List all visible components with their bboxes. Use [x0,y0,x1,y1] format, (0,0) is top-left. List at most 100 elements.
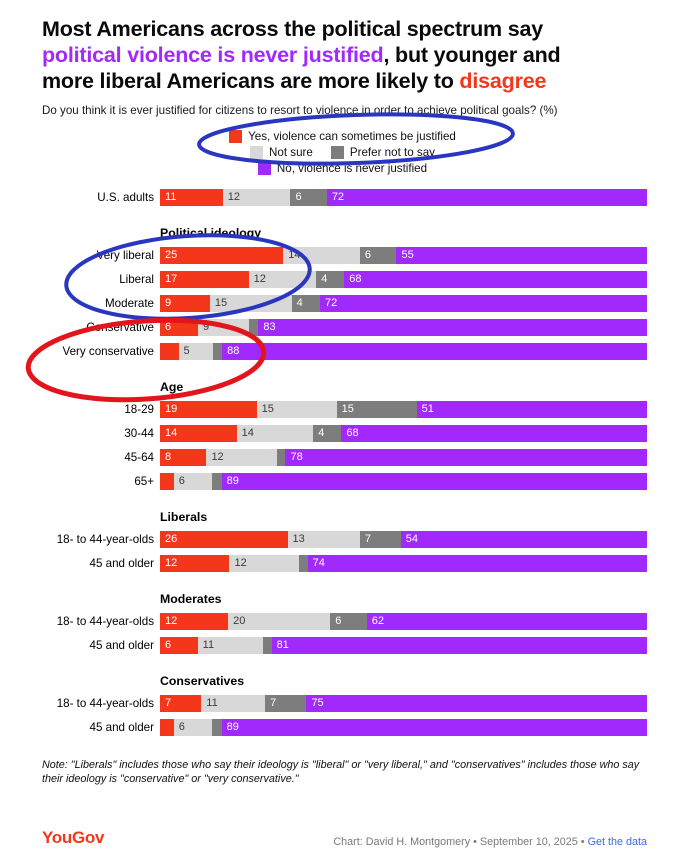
get-the-data-link[interactable]: Get the data [587,836,647,848]
stacked-bar: 12 12 74 [160,554,647,572]
bar-segment-prefer-not-to-say: 4 [316,270,345,288]
segment-value-label: 68 [349,272,362,285]
bar-segment-prefer-not-to-say: 6 [290,188,327,206]
row-label: Very conservative [62,344,154,358]
segment-value-label: 12 [227,190,240,203]
segment-value-label: 12 [211,450,224,463]
chart-section: U.S. adults 11 12 6 72 [0,188,647,206]
segment-value-label: 4 [321,272,328,285]
segment-value-label: 25 [165,248,178,261]
legend-item-yes: Yes, violence can sometimes be justified [229,129,456,143]
segment-value-label: 6 [178,474,185,487]
bar-segment-never-justified: 68 [341,424,647,442]
bar-segment-yes: 26 [160,530,288,548]
legend-label-yes: Yes, violence can sometimes be justified [248,129,456,143]
bar-segment-prefer-not-to-say: 15 [336,400,417,418]
bar-segment-not-sure: 12 [222,188,291,206]
stacked-bar: 11 12 6 72 [160,188,647,206]
row-label: Very liberal [96,248,154,262]
segment-value-label: 89 [226,474,239,487]
chart-section: Liberals 18- to 44-year-olds 26 13 7 54 45 and… [0,510,647,572]
title-highlight-red: disagree [459,69,547,94]
bar-segment-not-sure: 12 [248,270,317,288]
page-title: Most Americans across the political spec… [42,16,657,95]
bar-segment-never-justified: 89 [221,718,647,736]
segment-value-label: 11 [202,638,215,651]
stacked-bar: 25 14 6 55 [160,246,647,264]
stacked-bar: 6 9 83 [160,318,647,336]
segment-value-label: 11 [206,696,218,709]
segment-value-label: 15 [341,402,354,415]
bar-row: Very conservative 5 88 [0,342,647,360]
segment-value-label: 6 [165,638,172,651]
bar-row: 65+ 6 89 [0,472,647,490]
stacked-bar: 17 12 4 68 [160,270,647,288]
segment-value-label: 72 [324,296,338,309]
bar-segment-never-justified: 89 [221,472,647,490]
segment-value-label: 7 [165,696,172,709]
bar-row: Very liberal 25 14 6 55 [0,246,647,264]
segment-value-label: 12 [253,272,266,285]
bar-segment-yes [160,472,174,490]
bar-segment-prefer-not-to-say: 7 [359,530,401,548]
row-label: U.S. adults [97,190,154,204]
bar-segment-not-sure: 12 [206,448,277,466]
segment-value-label: 15 [261,402,274,415]
section-header: Conservatives [160,673,245,688]
title-line-3: more liberal Americans are more likely t… [42,68,657,94]
bar-segment-yes: 12 [160,554,230,572]
segment-value-label: 12 [234,556,247,569]
stacked-bar: 6 89 [160,718,647,736]
bar-segment-yes: 6 [160,318,198,336]
bar-segment-prefer-not-to-say [212,342,223,360]
legend-item-prefer-not: Prefer not to say [330,145,435,159]
title-highlight-purple: political violence is never justified [42,43,384,68]
legend-swatch-yes [229,129,243,143]
bar-segment-prefer-not-to-say: 7 [265,694,307,712]
bar-segment-prefer-not-to-say: 6 [359,246,397,264]
bar-segment-never-justified: 54 [400,530,647,548]
row-label: 18-29 [124,402,154,416]
row-label: 30-44 [124,426,154,440]
segment-value-label: 4 [318,426,325,439]
stacked-bar: 19 15 15 51 [160,400,648,418]
bar-segment-yes: 11 [160,188,223,206]
title-line-2: political violence is never justified, b… [42,42,657,68]
bar-segment-never-justified: 72 [326,188,647,206]
stacked-bar: 7 11 7 75 [160,694,647,712]
segment-value-label: 14 [241,426,254,439]
segment-value-label: 83 [263,320,276,333]
bar-segment-never-justified: 72 [319,294,647,312]
segment-value-label: 14 [288,248,301,261]
bar-segment-yes: 6 [160,636,198,654]
row-label: 45-64 [124,450,154,464]
chart-section: Political ideology Very liberal 25 14 6 55 Lib… [0,226,647,360]
segment-value-label: 6 [178,720,185,733]
bar-row: 18- to 44-year-olds 12 20 6 62 [0,612,647,630]
legend-swatch-never [257,161,271,175]
bar-segment-never-justified: 83 [258,318,647,336]
segment-value-label: 88 [227,344,240,357]
legend-line-2: Not sure Prefer not to say [250,145,435,159]
stacked-bar-chart: U.S. adults 11 12 6 72 Political ideology Very… [0,188,648,736]
segment-value-label: 4 [296,296,303,309]
segment-value-label: 9 [202,320,210,333]
segment-value-label: 15 [214,296,228,309]
segment-value-label: 14 [165,426,178,439]
bar-row: 45 and older 12 12 74 [0,554,647,572]
segment-value-label: 51 [421,402,434,415]
bar-segment-not-sure: 13 [287,530,360,548]
bar-segment-yes: 7 [160,694,202,712]
segment-value-label: 17 [165,272,178,285]
bar-segment-never-justified: 75 [306,694,647,712]
title-text-2: , but younger and [383,43,561,68]
row-label: 18- to 44-year-olds [56,696,154,710]
segment-value-label: 5 [183,344,190,357]
bar-segment-not-sure: 14 [236,424,314,442]
legend-label-prefer-not: Prefer not to say [349,145,435,159]
segment-value-label: 11 [165,190,177,203]
stacked-bar: 14 14 4 68 [160,424,647,442]
bar-segment-never-justified: 62 [366,612,647,630]
bar-segment-never-justified: 55 [396,246,647,264]
